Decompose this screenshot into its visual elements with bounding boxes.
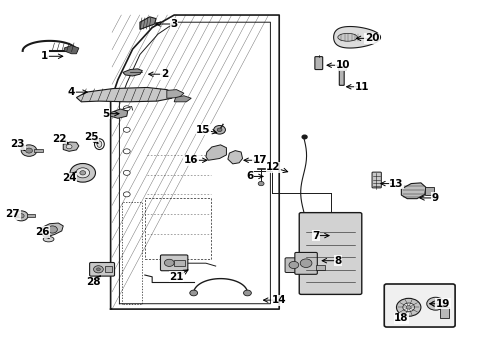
Ellipse shape: [338, 33, 357, 41]
Polygon shape: [174, 96, 191, 102]
Circle shape: [190, 290, 197, 296]
Circle shape: [76, 168, 90, 178]
Text: 19: 19: [436, 299, 450, 309]
Polygon shape: [140, 17, 156, 30]
Text: 28: 28: [86, 277, 101, 287]
Circle shape: [289, 261, 299, 269]
Circle shape: [123, 127, 130, 132]
Circle shape: [94, 266, 103, 273]
Text: 25: 25: [84, 132, 98, 142]
Polygon shape: [334, 27, 381, 48]
Circle shape: [217, 128, 222, 132]
Text: 21: 21: [170, 272, 184, 282]
Polygon shape: [111, 109, 128, 118]
Text: 13: 13: [389, 179, 404, 189]
FancyBboxPatch shape: [90, 262, 115, 276]
Polygon shape: [123, 69, 143, 76]
Polygon shape: [206, 145, 226, 160]
Text: 5: 5: [102, 109, 109, 119]
FancyBboxPatch shape: [299, 213, 362, 294]
Polygon shape: [76, 87, 174, 102]
Text: 3: 3: [171, 19, 178, 29]
Bar: [155, 22, 160, 24]
Bar: [441, 307, 449, 318]
Text: 18: 18: [394, 313, 409, 323]
Circle shape: [164, 259, 174, 266]
Circle shape: [123, 149, 130, 154]
FancyBboxPatch shape: [160, 255, 188, 271]
Circle shape: [123, 106, 130, 111]
Bar: [27, 215, 35, 217]
Circle shape: [302, 135, 307, 139]
Circle shape: [18, 214, 24, 218]
Circle shape: [258, 181, 264, 186]
FancyBboxPatch shape: [384, 284, 455, 327]
Text: 14: 14: [272, 295, 287, 305]
Circle shape: [25, 148, 32, 153]
Ellipse shape: [43, 237, 54, 242]
Text: 11: 11: [355, 82, 369, 92]
Circle shape: [427, 297, 444, 310]
FancyBboxPatch shape: [372, 172, 381, 188]
Text: 22: 22: [52, 134, 67, 144]
Circle shape: [123, 170, 130, 175]
Bar: [34, 149, 43, 152]
Circle shape: [21, 145, 37, 156]
Circle shape: [244, 290, 251, 296]
Text: 4: 4: [68, 87, 75, 97]
Circle shape: [403, 303, 415, 312]
Circle shape: [406, 306, 411, 309]
Bar: [174, 260, 185, 266]
FancyBboxPatch shape: [295, 252, 318, 274]
Polygon shape: [167, 90, 184, 98]
Circle shape: [48, 226, 57, 233]
Polygon shape: [64, 45, 79, 54]
Circle shape: [214, 126, 225, 134]
Text: 8: 8: [334, 256, 342, 266]
Text: 23: 23: [11, 139, 25, 149]
Text: 2: 2: [161, 69, 168, 79]
Circle shape: [80, 171, 86, 175]
FancyBboxPatch shape: [285, 258, 305, 273]
Bar: [316, 265, 325, 270]
Text: 7: 7: [312, 231, 319, 240]
Text: 26: 26: [35, 227, 49, 237]
Ellipse shape: [95, 139, 104, 149]
Polygon shape: [228, 150, 243, 164]
Circle shape: [300, 259, 312, 267]
Text: 27: 27: [5, 209, 20, 219]
Circle shape: [66, 144, 72, 149]
Polygon shape: [41, 223, 63, 237]
Bar: [368, 36, 376, 39]
Text: 24: 24: [62, 173, 76, 183]
Text: 1: 1: [41, 51, 49, 61]
Text: 17: 17: [252, 155, 267, 165]
FancyBboxPatch shape: [315, 57, 323, 69]
Circle shape: [432, 301, 440, 307]
Text: 6: 6: [246, 171, 253, 181]
Text: 16: 16: [184, 155, 198, 165]
Circle shape: [396, 298, 421, 316]
Circle shape: [14, 211, 28, 221]
Bar: [425, 187, 434, 195]
Text: 12: 12: [266, 162, 281, 172]
Text: 20: 20: [365, 33, 379, 43]
Polygon shape: [63, 142, 79, 151]
Bar: [338, 67, 345, 69]
Text: 15: 15: [196, 125, 211, 135]
Polygon shape: [401, 183, 426, 199]
Text: 9: 9: [432, 193, 439, 203]
FancyBboxPatch shape: [339, 67, 344, 85]
Circle shape: [97, 268, 100, 271]
Circle shape: [303, 244, 308, 248]
Ellipse shape: [97, 141, 102, 147]
Circle shape: [70, 163, 96, 182]
Bar: [105, 266, 112, 272]
Text: 10: 10: [336, 60, 350, 70]
Circle shape: [123, 192, 130, 197]
